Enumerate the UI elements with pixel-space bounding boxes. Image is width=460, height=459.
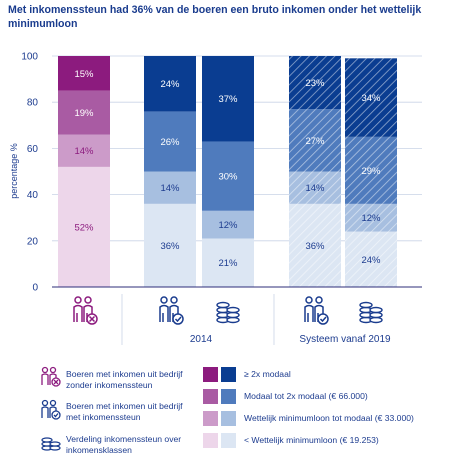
y-tick-label: 80 — [27, 98, 39, 109]
two-farmers-with-check-icon — [159, 296, 184, 325]
bar-hatch — [345, 136, 397, 204]
legend: Boeren met inkomen uit bedrijf zonder in… — [0, 362, 460, 459]
legend-right-1: ≥ 2x modaal — [244, 369, 291, 379]
bar-segment — [58, 90, 110, 135]
legend-swatch-purple-3 — [203, 389, 218, 404]
y-tick-label: 20 — [27, 236, 39, 247]
bar-segment — [144, 203, 196, 287]
coin-stacks-icon — [40, 434, 62, 457]
bar-segment — [58, 56, 110, 91]
legend-left-1: Boeren met inkomen uit bedrijf zonder in… — [66, 369, 183, 390]
data-label: 52% — [74, 222, 94, 233]
legend-left-2: Boeren met inkomen uit bedrijf met inkom… — [66, 401, 183, 422]
bar-hatch — [345, 231, 397, 287]
y-tick-label: 40 — [27, 190, 39, 201]
data-label: 15% — [74, 69, 94, 80]
legend-swatch-purple-2 — [203, 411, 218, 426]
bar-hatch — [289, 203, 341, 287]
bar-segment — [144, 56, 196, 112]
group-label-2019: Systeem vanaf 2019 — [299, 334, 391, 345]
data-label: 34% — [361, 93, 381, 104]
bar-segment — [202, 210, 254, 239]
data-label: 12% — [218, 220, 238, 231]
bar-segment — [144, 111, 196, 172]
legend-left-3: Verdeling inkomenssteun over inkomenskla… — [66, 434, 182, 455]
group-label-2014: 2014 — [190, 334, 213, 345]
data-label: 36% — [305, 241, 325, 252]
two-farmers-with-x-icon — [73, 296, 98, 325]
data-label: 36% — [160, 241, 180, 252]
bar-segment — [144, 171, 196, 204]
data-label: 23% — [305, 78, 325, 89]
two-farmers-with-x-icon — [38, 366, 62, 393]
bar-segment — [58, 134, 110, 167]
bar-hatch — [289, 109, 341, 172]
bar-hatch — [289, 56, 341, 110]
legend-swatch-purple-1 — [203, 433, 218, 448]
legend-right-3: Wettelijk minimumloon tot modaal (€ 33.0… — [244, 413, 414, 423]
data-label: 30% — [218, 172, 238, 183]
data-label: 19% — [74, 108, 94, 119]
coin-stacks-icon — [216, 301, 240, 324]
data-label: 14% — [74, 146, 94, 157]
bar-hatch — [345, 203, 397, 232]
bar-segment — [202, 141, 254, 211]
data-label: 14% — [305, 183, 325, 194]
y-axis-label: percentage % — [9, 143, 19, 199]
bar-hatch — [345, 58, 397, 137]
data-label: 24% — [160, 79, 180, 90]
data-label: 14% — [160, 183, 180, 194]
y-tick-label: 0 — [32, 283, 38, 294]
bar-segment — [202, 56, 254, 142]
stacked-bar-chart: 52% 14% 19% 15% 36% 14% 26% 24% 21% 12% 30% 37% 36% 1… — [9, 52, 422, 345]
data-label: 26% — [160, 137, 180, 148]
data-label: 21% — [218, 258, 238, 269]
chart-title: Met inkomenssteun had 36% van de boeren … — [8, 4, 422, 30]
data-label: 37% — [218, 94, 238, 105]
legend-right-2: Modaal tot 2x modaal (€ 66.000) — [244, 391, 368, 401]
legend-swatch-purple-4 — [203, 367, 218, 382]
two-farmers-with-check-icon — [38, 399, 62, 426]
data-label: 27% — [305, 136, 325, 147]
data-label: 29% — [361, 166, 381, 177]
legend-swatch-blue-2 — [221, 411, 236, 426]
y-tick-label: 100 — [21, 52, 38, 63]
legend-right-4: < Wettelijk minimumloon (€ 19.253) — [244, 435, 379, 445]
bar-segment — [202, 238, 254, 287]
coin-stacks-icon — [359, 301, 383, 324]
two-farmers-with-check-icon — [304, 296, 329, 325]
bar-hatch — [289, 171, 341, 204]
data-label: 24% — [361, 255, 381, 266]
bar-segment — [58, 166, 110, 287]
y-tick-label: 60 — [27, 144, 39, 155]
legend-swatch-blue-1 — [221, 433, 236, 448]
legend-swatch-blue-4 — [221, 367, 236, 382]
legend-swatch-blue-3 — [221, 389, 236, 404]
data-label: 12% — [361, 213, 381, 224]
